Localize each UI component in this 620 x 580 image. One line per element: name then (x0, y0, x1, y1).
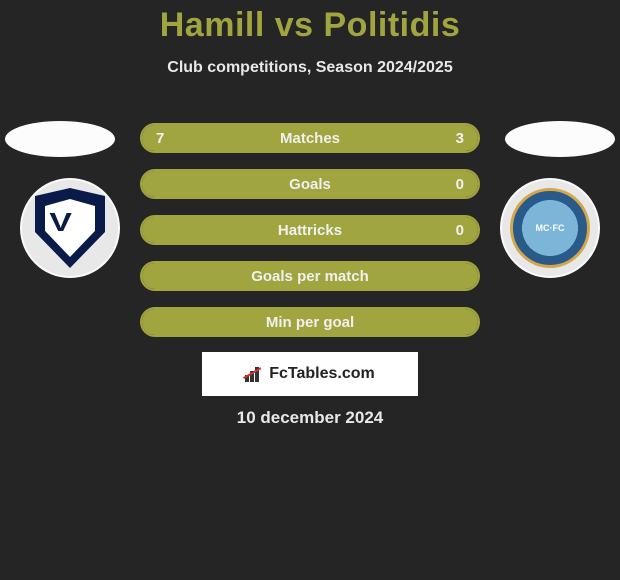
page-subtitle: Club competitions, Season 2024/2025 (0, 59, 620, 77)
comparison-row: Goals per match (140, 261, 480, 291)
player-left-photo (5, 121, 115, 157)
player-right-photo (505, 121, 615, 157)
bar-label: Matches (142, 125, 478, 151)
bar-label: Goals (142, 171, 478, 197)
brand-text: FcTables.com (269, 365, 375, 383)
bar-chart-icon (245, 366, 265, 382)
comparison-row: Min per goal (140, 307, 480, 337)
shield-icon: V (35, 188, 105, 268)
bar-label: Min per goal (142, 309, 478, 335)
brand-badge: FcTables.com (202, 352, 418, 396)
bar-label: Goals per match (142, 263, 478, 289)
club-crest-right: MC·FC (500, 178, 600, 278)
roundel-icon: MC·FC (510, 188, 590, 268)
bar-label: Hattricks (142, 217, 478, 243)
comparison-row: 0Goals (140, 169, 480, 199)
page-title: Hamill vs Politidis (0, 0, 620, 45)
comparison-bars: 73Matches 0Goals 0Hattricks Goals per match… (140, 123, 480, 353)
club-crest-left: V (20, 178, 120, 278)
date-label: 10 december 2024 (0, 408, 620, 428)
comparison-row: 73Matches (140, 123, 480, 153)
comparison-row: 0Hattricks (140, 215, 480, 245)
